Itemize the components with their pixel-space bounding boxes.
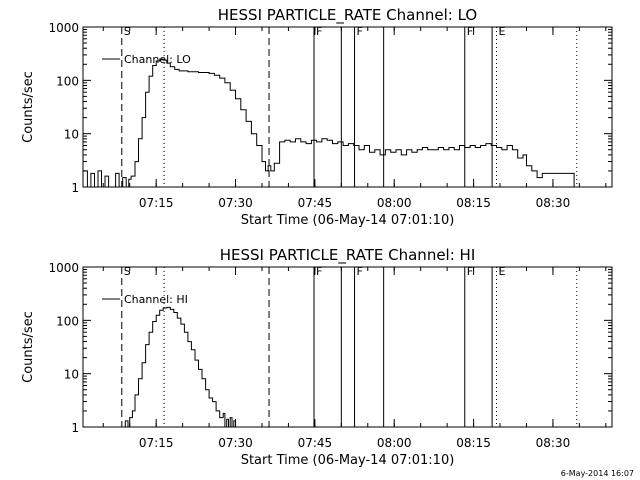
- x-tick-label: 08:15: [456, 436, 491, 450]
- event-marker-label: S: [124, 265, 131, 278]
- event-marker-label: F: [316, 265, 322, 278]
- y-tick-label: 1000: [48, 21, 79, 35]
- y-tick-label: 1: [71, 421, 79, 435]
- event-marker-label: S: [124, 25, 131, 38]
- series-line: [83, 58, 580, 188]
- x-tick-label: 08:30: [536, 436, 571, 450]
- event-marker-label: E: [499, 265, 506, 278]
- panel-channel-hi: HESSI PARTICLE_RATE Channel: HI Start Ti…: [21, 246, 613, 468]
- x-tick-label: 08:30: [536, 196, 571, 210]
- event-marker-label: F: [467, 25, 473, 38]
- x-tick-label: 07:45: [298, 196, 333, 210]
- y-axis-label: Counts/sec: [21, 71, 36, 143]
- chart-title: HESSI PARTICLE_RATE Channel: HI: [220, 246, 476, 265]
- event-marker-label: F: [467, 265, 473, 278]
- x-tick-label: 07:30: [218, 436, 253, 450]
- y-tick-label: 100: [56, 314, 79, 328]
- event-marker-label: F: [316, 25, 322, 38]
- chart-title: HESSI PARTICLE_RATE Channel: LO: [218, 6, 477, 25]
- x-axis-label: Start Time (06-May-14 07:01:10): [241, 453, 455, 468]
- legend-label: Channel: LO: [124, 53, 191, 66]
- x-tick-label: 08:00: [377, 436, 412, 450]
- y-tick-label: 100: [56, 74, 79, 88]
- series-line: [122, 306, 236, 428]
- event-marker-label: F: [357, 25, 363, 38]
- y-tick-label: 1000: [48, 261, 79, 275]
- y-tick-label: 1: [71, 181, 79, 195]
- legend-label: Channel: HI: [124, 293, 188, 306]
- x-tick-label: 08:00: [377, 196, 412, 210]
- event-marker-label: F: [357, 265, 363, 278]
- plot-timestamp: 6-May-2014 16:07: [560, 469, 634, 478]
- plot-frame: [82, 26, 613, 188]
- x-tick-label: 07:15: [139, 436, 174, 450]
- y-axis-label: Counts/sec: [21, 311, 36, 383]
- x-tick-label: 08:15: [456, 196, 491, 210]
- x-tick-label: 07:45: [298, 436, 333, 450]
- x-tick-label: 07:15: [139, 196, 174, 210]
- plot-frame: [82, 266, 613, 428]
- event-marker-label: E: [499, 25, 506, 38]
- panel-channel-lo: HESSI PARTICLE_RATE Channel: LO Start Ti…: [21, 6, 613, 228]
- x-tick-label: 07:30: [218, 196, 253, 210]
- y-tick-label: 10: [64, 368, 79, 382]
- x-axis-label: Start Time (06-May-14 07:01:10): [241, 213, 455, 228]
- y-tick-label: 10: [64, 128, 79, 142]
